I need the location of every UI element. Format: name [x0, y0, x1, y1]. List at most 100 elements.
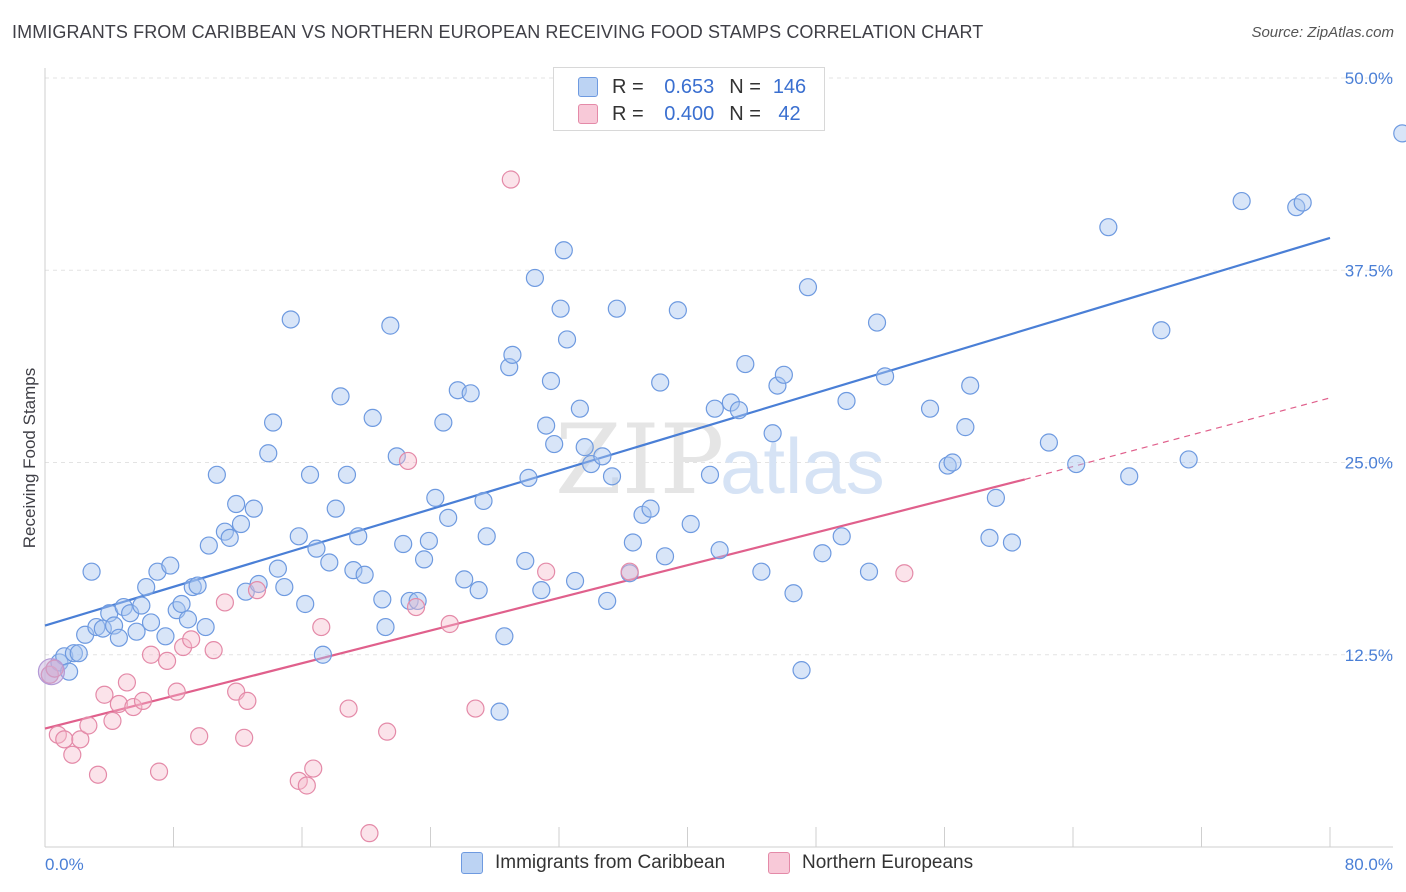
legend-n-label: N =	[729, 75, 761, 98]
data-point	[440, 614, 459, 634]
data-point	[1039, 433, 1059, 452]
data-point	[48, 725, 67, 744]
data-point	[503, 345, 522, 364]
data-point	[859, 562, 879, 581]
data-point	[469, 581, 488, 600]
data-point	[1002, 533, 1022, 552]
data-point	[88, 765, 108, 784]
data-point	[419, 531, 438, 551]
data-point	[289, 527, 308, 546]
data-point	[705, 399, 724, 418]
grid-lines	[45, 77, 1395, 656]
data-point	[259, 444, 278, 463]
data-point	[178, 610, 198, 629]
data-point	[172, 594, 191, 614]
data-point	[532, 581, 551, 600]
data-point	[161, 556, 180, 575]
series-legend-caribbean[interactable]: Immigrants from Caribbean	[461, 852, 725, 874]
data-point	[768, 376, 787, 395]
data-point	[700, 465, 720, 484]
data-point	[263, 413, 283, 432]
data-point	[156, 627, 175, 646]
data-point	[247, 581, 267, 600]
data-point	[378, 722, 397, 741]
legend-r-value: 0.653	[664, 75, 715, 98]
data-point	[387, 447, 406, 466]
data-point	[296, 594, 315, 614]
data-point	[238, 691, 257, 710]
data-point	[157, 651, 177, 671]
data-point	[620, 562, 639, 581]
legend-n-value: 146	[772, 75, 807, 98]
data-point	[82, 562, 101, 581]
trend-line	[44, 478, 1026, 730]
data-point	[602, 467, 622, 486]
data-points	[37, 124, 1406, 843]
series-label-caribbean: Immigrants from Caribbean	[495, 852, 726, 873]
data-point	[710, 541, 729, 560]
data-point	[281, 310, 300, 329]
data-point	[344, 561, 363, 580]
data-point	[337, 465, 357, 484]
data-point	[1152, 321, 1171, 340]
data-point	[655, 547, 675, 566]
data-point	[455, 570, 474, 589]
data-point	[141, 613, 161, 632]
data-point	[570, 399, 589, 418]
data-point	[363, 408, 382, 427]
legend-r-value: 0.400	[664, 102, 715, 125]
legend-r-label: R =	[612, 75, 644, 98]
data-point	[297, 776, 316, 795]
trend-lines	[44, 236, 1331, 730]
data-point	[434, 413, 453, 432]
legend-swatch-pink	[578, 104, 598, 124]
y-tick-label: 50.0%	[1345, 69, 1393, 88]
data-point	[207, 465, 226, 484]
series-legend-northern[interactable]: Northern Europeans	[768, 852, 973, 874]
trend-line-extension	[1024, 397, 1331, 480]
data-point	[516, 551, 535, 571]
data-point	[832, 527, 851, 546]
data-point	[798, 278, 818, 297]
series-label-northern: Northern Europeans	[802, 852, 974, 873]
data-point	[406, 597, 426, 617]
data-point	[307, 539, 326, 558]
x-tick-label: 0.0%	[45, 855, 84, 874]
data-point	[565, 571, 585, 591]
data-point	[215, 522, 234, 541]
trend-line	[44, 236, 1331, 627]
data-point	[149, 762, 169, 781]
data-point	[188, 576, 207, 595]
data-point	[300, 465, 320, 484]
data-point	[64, 644, 84, 663]
data-point	[373, 590, 392, 609]
data-point	[554, 241, 573, 260]
data-point	[598, 591, 617, 611]
tick-labels: 12.5% 25.0% 37.5% 50.0% 0.0% 80.0%	[45, 69, 1393, 874]
watermark-zip: ZIP	[555, 404, 724, 516]
data-point	[339, 699, 358, 718]
data-point	[961, 376, 980, 395]
data-point	[231, 514, 251, 534]
data-point	[414, 550, 434, 569]
chart-title: IMMIGRANTS FROM CARIBBEAN VS NORTHERN EU…	[12, 22, 984, 42]
data-point	[541, 371, 561, 391]
data-point	[381, 316, 400, 335]
data-point	[495, 627, 514, 646]
data-point	[235, 728, 254, 747]
data-point	[477, 527, 496, 546]
legend-row-northern: R = 0.400 N = 42	[578, 102, 813, 126]
data-point	[1293, 193, 1312, 212]
data-point	[312, 617, 331, 637]
data-point	[792, 661, 811, 680]
data-point	[376, 617, 395, 637]
legend-n-value: 42	[778, 102, 801, 125]
data-point	[920, 399, 940, 418]
watermark-atlas: atlas	[720, 422, 885, 510]
y-tick-label: 12.5%	[1345, 646, 1393, 665]
data-point	[956, 418, 975, 437]
data-point	[227, 494, 246, 514]
data-point	[63, 745, 82, 764]
data-point	[980, 528, 999, 547]
data-point	[426, 488, 445, 507]
